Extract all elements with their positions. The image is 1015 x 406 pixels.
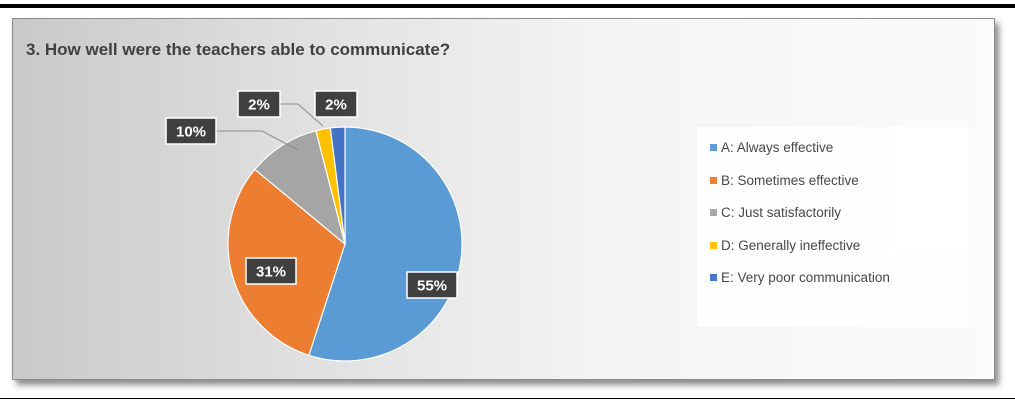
legend-label-b: B: Sometimes effective xyxy=(721,172,859,188)
legend-label-a: A: Always effective xyxy=(721,140,834,155)
data-label-c: 10% xyxy=(165,117,217,145)
legend-swatch-e xyxy=(710,274,717,281)
legend-item-a: A: Always effective xyxy=(697,138,969,171)
data-label-d: 2% xyxy=(237,90,281,118)
chart-title: 3. How well were the teachers able to co… xyxy=(26,40,451,59)
pie-slices xyxy=(227,126,463,362)
pie-slice-c xyxy=(254,129,347,246)
legend-label-c: C: Just satisfactorily xyxy=(721,205,842,220)
svg-text:55%: 55% xyxy=(417,278,447,295)
pie-slice-e xyxy=(329,126,346,245)
svg-text:31%: 31% xyxy=(256,264,286,281)
legend-item-d: D: Generally ineffective xyxy=(697,236,969,269)
chart-legend: A: Always effective B: Sometimes effectiv… xyxy=(697,127,969,327)
leader-lines xyxy=(216,103,324,151)
legend-label-d: D: Generally ineffective xyxy=(721,237,861,253)
legend-label-e: E: Very poor communication xyxy=(721,270,890,285)
legend-swatch-b xyxy=(710,176,717,184)
legend-item-b: B: Sometimes effective xyxy=(697,171,969,204)
pie-slice-a xyxy=(308,126,463,362)
bottom-rule xyxy=(0,398,1015,399)
data-label-b: 31% xyxy=(245,257,297,285)
legend-swatch-c xyxy=(710,209,717,216)
data-label-a: 55% xyxy=(406,271,458,299)
legend-item-e: E: Very poor communication xyxy=(697,268,969,301)
svg-text:2%: 2% xyxy=(248,97,270,114)
svg-text:2%: 2% xyxy=(325,97,347,114)
svg-text:10%: 10% xyxy=(176,124,206,141)
leader-line-c xyxy=(216,130,299,151)
legend-item-c: C: Just satisfactorily xyxy=(697,203,969,236)
top-rule xyxy=(0,4,1015,8)
data-labels: 55% 31% 10% 2% 2% xyxy=(165,90,458,299)
data-label-e: 2% xyxy=(314,90,358,118)
legend-swatch-d xyxy=(710,241,717,249)
leader-line-d xyxy=(280,103,324,127)
legend-swatch-a xyxy=(710,144,717,151)
